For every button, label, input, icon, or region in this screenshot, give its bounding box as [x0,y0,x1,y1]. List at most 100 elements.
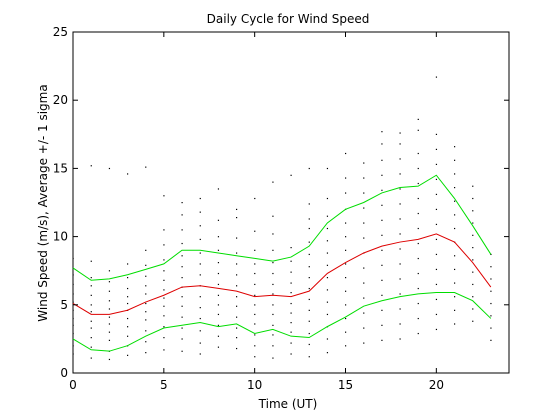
scatter-point [72,345,74,347]
scatter-point [108,270,111,272]
scatter-point [417,182,419,185]
scatter-point [236,285,238,287]
scatter-point [145,264,147,266]
scatter-point [345,222,347,224]
scatter-point [254,263,256,265]
scatter-point [217,262,220,264]
scatter-point [326,252,329,254]
scatter-point [127,317,129,320]
scatter-point [326,167,329,170]
scatter-point [145,249,147,251]
scatter-point [290,302,292,305]
scatter-point [363,327,365,329]
scatter-point [454,173,456,175]
scatter-point [163,259,165,261]
scatter-point [163,229,165,231]
scatter-point [217,294,220,296]
scatter-point [127,335,129,337]
scatter-point [417,212,419,215]
scatter-point [490,315,492,317]
scatter-point [490,302,492,305]
scatter-point [272,181,274,183]
scatter-point [163,289,165,291]
scatter-point [399,308,401,310]
scatter-point [217,324,220,326]
scatter-point [217,283,220,286]
scatter-point [272,345,274,347]
scatter-point [417,227,419,230]
scatter-point [290,271,292,273]
scatter-point [181,327,183,329]
scatter-point [326,301,329,303]
scatter-point [236,347,238,350]
y-tick-label: 15 [53,161,68,175]
scatter-point [472,296,474,298]
scatter-point [254,197,256,200]
scatter-point [326,289,329,291]
scatter-point [90,327,92,329]
scatter-point [236,327,238,329]
scatter-point [272,313,274,316]
scatter-point [399,132,401,134]
scatter-point [163,244,165,246]
x-tick-label: 20 [429,378,444,392]
scatter-point [345,304,347,306]
x-tick-label: 15 [338,378,353,392]
scatter-point [199,353,201,355]
scatter-point [254,272,256,275]
scatter-point [399,203,401,205]
scatter-point [72,274,74,276]
scatter-point [254,249,256,251]
scatter-point [145,341,147,343]
scatter-point [254,313,256,316]
scatter-point [90,357,92,359]
scatter-point [181,350,183,352]
scatter-point [254,323,256,325]
scatter-point [381,131,383,133]
scatter-point [381,339,383,341]
scatter-point [308,332,310,335]
scatter-point [417,129,419,131]
scatter-point [472,197,474,200]
scatter-point [108,300,111,302]
scatter-point [417,257,419,260]
scatter-point [181,277,183,279]
scatter-point [290,353,292,355]
scatter-point [363,297,365,299]
scatter-point [199,274,201,276]
scatter-point [326,313,329,316]
scatter-point [454,146,456,148]
series-line-upper-sigma-line [72,174,492,281]
scatter-point [236,217,238,219]
scatter-point [326,264,329,266]
scatter-point [108,308,111,310]
scatter-point [381,174,383,176]
scatter-point [290,292,292,294]
scatter-point [308,287,310,290]
scatter-point [145,285,147,287]
scatter-point [399,233,401,235]
scatter-point [145,319,147,321]
scatter-point [326,338,329,340]
scatter-point [381,324,383,326]
scatter-point [72,283,74,286]
scatter-point [254,334,256,336]
scatter-point [145,166,147,168]
scatter-point [417,287,419,290]
scatter-point [435,76,438,78]
scatter-point [217,188,220,190]
scatter-point [181,316,183,318]
scatter-point [108,339,111,341]
y-tick-label: 10 [53,230,68,244]
scatter-point [345,152,347,155]
scatter-point [381,189,383,191]
scatter-point [217,249,220,251]
scatter-point [381,234,383,236]
scatter-point [417,167,419,170]
scatter-point [199,211,201,213]
scatter-point [363,207,365,209]
scatter-point [163,315,165,317]
scatter-point [145,293,147,295]
scatter-point [454,200,456,202]
x-axis-label: Time (UT) [258,397,318,411]
